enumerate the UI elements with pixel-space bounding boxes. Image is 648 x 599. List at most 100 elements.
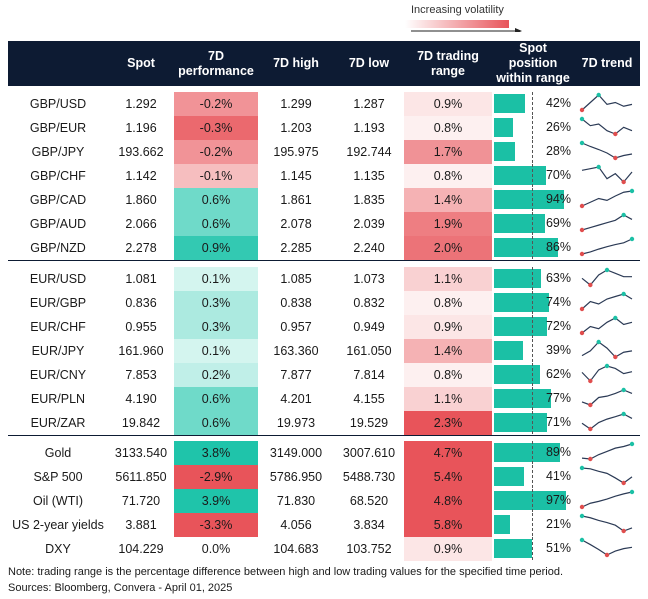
table-row: EUR/ZAR 19.842 0.6% 19.973 19.529 2.3% 71%	[8, 410, 640, 435]
performance-value: 0.2%	[174, 362, 258, 387]
trading-range-value: 1.9%	[404, 212, 492, 236]
trend-line	[581, 443, 633, 460]
spot-position-cell: 42%	[492, 92, 574, 116]
high-value: 3149.000	[269, 446, 323, 460]
header-text: Spot position	[508, 41, 558, 70]
table-row: EUR/PLN 4.190 0.6% 4.201 4.155 1.1% 77%	[8, 386, 640, 411]
trend-sparkline	[579, 465, 633, 486]
instrument-name: GBP/CAD	[29, 193, 87, 207]
trading-range-value: 0.8%	[404, 116, 492, 140]
table-row: GBP/USD 1.292 -0.2% 1.299 1.287 0.9% 42%	[8, 92, 640, 116]
spot-position-value: 26%	[545, 120, 571, 134]
spot-value: 3.881	[125, 518, 157, 532]
trend-sparkline	[579, 537, 633, 558]
instrument-name: S&P 500	[33, 470, 83, 484]
instrument-name: GBP/JPY	[31, 145, 85, 159]
midpoint-line	[532, 362, 533, 386]
performance-value: -0.2%	[174, 92, 258, 116]
spot-value: 104.229	[118, 542, 164, 556]
spot-position-value: 89%	[545, 445, 571, 459]
high-value: 2.285	[280, 241, 312, 255]
high-value: 2.078	[280, 217, 312, 231]
midpoint-line	[532, 236, 533, 259]
trend-low-point	[579, 330, 585, 335]
midpoint-line	[532, 188, 533, 211]
trend-sparkline	[579, 140, 633, 161]
separator-cell	[258, 260, 334, 267]
trend-line	[581, 118, 633, 135]
trend-low-point	[579, 107, 585, 113]
spot-position-value: 71%	[545, 414, 571, 429]
table-row: Gold 3133.540 3.8% 3149.000 3007.610 4.7% 89%	[8, 441, 640, 465]
trend-cell	[574, 164, 640, 188]
low-value: 3.834	[353, 518, 385, 532]
spot-position-bar	[494, 190, 564, 209]
table-row: DXY 104.229 0.0% 104.683 103.752 0.9% 51%	[8, 537, 640, 561]
high-value: 4.201	[280, 391, 312, 406]
volatility-gradient-bar	[405, 20, 509, 28]
header-text: range	[430, 63, 466, 78]
trend-low-point	[613, 131, 618, 137]
low-value: 19.529	[349, 415, 389, 430]
header-spot-position: Spot position within range	[492, 41, 574, 86]
trend-low-point	[579, 504, 585, 510]
spot-value: 4.190	[125, 391, 157, 406]
low-value: 1.287	[353, 97, 385, 111]
instrument-name: EUR/ZAR	[30, 415, 86, 430]
trading-range-value: 1.7%	[404, 140, 492, 164]
trend-low-point	[621, 179, 626, 185]
group-separator	[8, 434, 640, 441]
trend-line	[581, 539, 633, 556]
instrument-name: EUR/USD	[29, 271, 87, 286]
trading-range-value: 1.4%	[404, 188, 492, 212]
header-trading-range: 7D trading range	[404, 41, 492, 86]
header-text: Spot	[127, 56, 155, 70]
midpoint-line	[532, 116, 533, 139]
trend-low-point	[579, 306, 585, 311]
spot-position-cell: 39%	[492, 338, 574, 363]
spot-value: 2.278	[125, 241, 157, 255]
separator-cell	[258, 434, 334, 441]
separator-cell	[404, 260, 492, 267]
table-body: GBP/USD 1.292 -0.2% 1.299 1.287 0.9% 42% GBP/EU…	[8, 86, 640, 561]
trend-sparkline	[579, 236, 635, 257]
spot-position-cell: 72%	[492, 314, 574, 339]
performance-value: 3.8%	[174, 441, 258, 465]
table-row: GBP/EUR 1.196 -0.3% 1.203 1.193 0.8% 26%	[8, 116, 640, 140]
low-value: 1.193	[353, 121, 385, 135]
trend-sparkline	[579, 513, 633, 534]
performance-value: 0.0%	[174, 537, 258, 561]
high-value: 1.085	[280, 271, 312, 286]
high-value: 1.145	[280, 169, 312, 183]
performance-value: -2.9%	[174, 465, 258, 489]
midpoint-line	[532, 410, 533, 434]
low-value: 3007.610	[342, 446, 396, 460]
instrument-name: EUR/CHF	[30, 319, 86, 334]
trend-sparkline	[581, 441, 635, 462]
trend-high-point	[629, 236, 635, 242]
trend-cell	[574, 236, 640, 261]
instrument-name: DXY	[45, 542, 71, 556]
table-row: GBP/CHF 1.142 -0.1% 1.145 1.135 0.8% 70%	[8, 164, 640, 188]
spot-position-bar	[494, 94, 526, 113]
header-name	[8, 41, 108, 86]
spot-position-value: 94%	[545, 192, 571, 206]
spot-position-value: 63%	[545, 270, 571, 285]
spot-position-value: 28%	[545, 144, 571, 158]
high-value: 7.877	[280, 367, 312, 382]
separator-cell	[108, 434, 174, 441]
trend-sparkline	[579, 212, 633, 233]
trend-high-point	[621, 212, 626, 218]
trend-low-point	[588, 378, 593, 383]
spot-position-value: 21%	[545, 517, 571, 531]
spot-position-cell: 26%	[492, 116, 574, 140]
spot-position-cell: 28%	[492, 140, 574, 164]
performance-value: -0.1%	[174, 164, 258, 188]
header-high: 7D high	[258, 41, 334, 86]
high-value: 0.957	[280, 319, 312, 334]
spot-position-cell: 77%	[492, 386, 574, 411]
performance-value: 0.6%	[174, 188, 258, 212]
table-row: GBP/AUD 2.066 0.6% 2.078 2.039 1.9% 69%	[8, 212, 640, 236]
table-row: US 2-year yields 3.881 -3.3% 4.056 3.834 5.8%…	[8, 513, 640, 537]
midpoint-line	[532, 537, 533, 560]
